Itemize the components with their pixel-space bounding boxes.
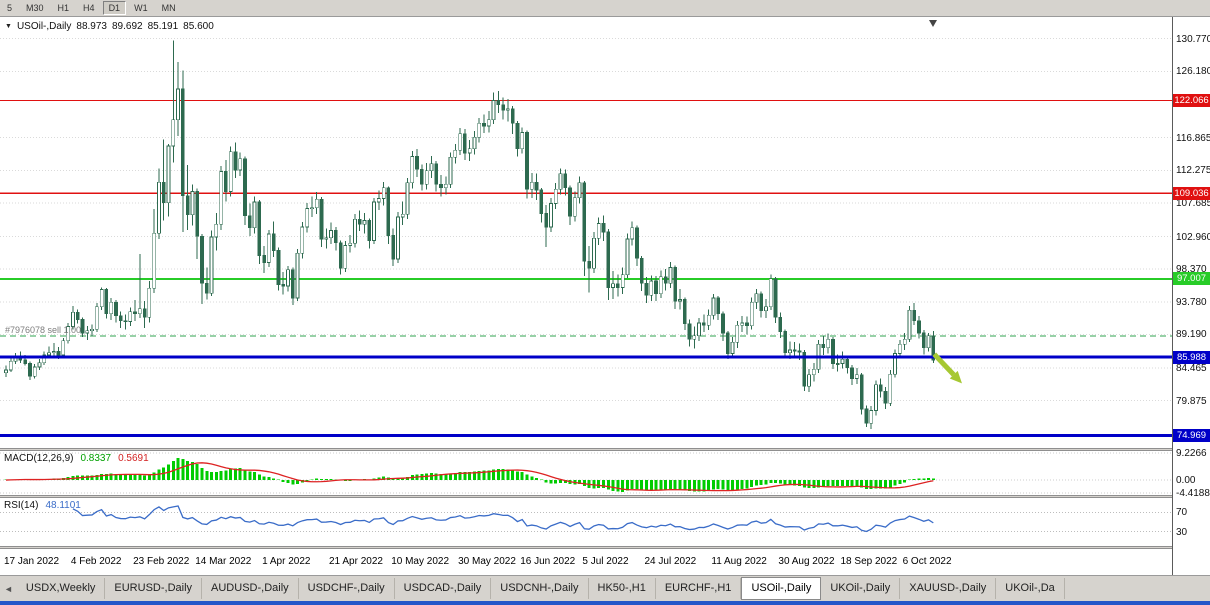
- price-tick-label: 107.685: [1176, 197, 1210, 209]
- chart-shift-marker: [929, 20, 937, 27]
- date-label: 30 May 2022: [458, 556, 516, 567]
- price-badge: 97.007: [1173, 272, 1210, 286]
- tab-eurchf-h1[interactable]: EURCHF-,H1: [656, 578, 742, 599]
- macd-signal-line: [5, 462, 934, 492]
- timeframe-button-h4[interactable]: H4: [83, 3, 95, 13]
- price-badge: 74.969: [1173, 429, 1210, 443]
- trend-arrow: [932, 352, 962, 384]
- grid-lines: [0, 38, 1172, 402]
- tab-ukoil-da[interactable]: UKOil-,Da: [996, 578, 1065, 599]
- chart-dropdown-icon[interactable]: ▼: [5, 23, 12, 30]
- date-label: 24 Jul 2022: [644, 556, 697, 567]
- date-label: 23 Feb 2022: [133, 556, 190, 567]
- rsi-title: RSI(14): [4, 500, 39, 511]
- rsi-value: 48.1101: [45, 500, 81, 511]
- chart-open-value: 88.973: [76, 21, 107, 32]
- macd-panel-canvas[interactable]: [0, 451, 1172, 495]
- open-position-label: #7976078 sell 1.00: [5, 325, 82, 335]
- price-tick-label: 112.275: [1176, 165, 1210, 177]
- chart-title: ▼ USOil-,Daily 88.973 89.692 85.191 85.6…: [5, 21, 214, 32]
- chart-symbol-label: USOil-,Daily: [16, 21, 72, 32]
- tab-usdx-weekly[interactable]: USDX,Weekly: [17, 578, 106, 599]
- macd-axis-label: 0.00: [1176, 475, 1196, 486]
- date-label: 14 Mar 2022: [195, 556, 252, 567]
- tab-audusd-daily[interactable]: AUDUSD-,Daily: [202, 578, 299, 599]
- price-tick-label: 126.180: [1176, 66, 1210, 78]
- tab-usdchf-daily[interactable]: USDCHF-,Daily: [299, 578, 395, 599]
- timeframe-button-h1[interactable]: H1: [57, 3, 70, 13]
- rsi-axis-label: 70: [1176, 507, 1188, 519]
- rsi-line: [72, 505, 934, 533]
- time-axis[interactable]: 17 Jan 2022 4 Feb 2022 23 Feb 2022 14 Mar 2…: [0, 549, 1172, 575]
- chart-low-value: 85.191: [147, 21, 179, 32]
- timeframe-button-w1[interactable]: W1: [134, 3, 148, 13]
- price-tick-label: 89.190: [1176, 329, 1207, 341]
- price-badge: 109.036: [1173, 186, 1210, 200]
- tab-usdcnh-daily[interactable]: USDCNH-,Daily: [491, 578, 589, 599]
- timeframe-toolbar: 5 M30 H1 H4 D1 W1 MN: [0, 0, 1210, 17]
- date-label: 16 Jun 2022: [520, 556, 576, 567]
- price-axis[interactable]: 130.770 126.180 116.865 112.275 107.685 102.9…: [1172, 17, 1210, 575]
- macd-signal-value: 0.5691: [118, 453, 149, 464]
- date-label: 18 Sep 2022: [840, 556, 898, 567]
- price-tick-label: 79.875: [1176, 395, 1207, 407]
- price-badge: 122.066: [1173, 94, 1210, 108]
- panel-separator[interactable]: [0, 495, 1210, 498]
- date-label: 11 Aug 2022: [711, 556, 767, 567]
- rsi-panel-canvas[interactable]: [0, 498, 1172, 546]
- date-label: 5 Jul 2022: [582, 556, 629, 567]
- macd-value: 0.8337: [80, 453, 112, 464]
- price-tick-label: 116.865: [1176, 132, 1210, 144]
- candles-layer: [4, 40, 936, 429]
- price-badge: 85.988: [1173, 350, 1210, 364]
- macd-histogram: [4, 457, 935, 492]
- price-tick-label: 84.465: [1176, 363, 1207, 374]
- tab-usdcad-daily[interactable]: USDCAD-,Daily: [395, 578, 492, 599]
- date-label: 17 Jan 2022: [4, 556, 60, 567]
- timeframe-button-d1[interactable]: D1: [102, 1, 127, 15]
- price-tick-label: 102.960: [1176, 231, 1210, 243]
- date-label: 4 Feb 2022: [70, 556, 122, 567]
- rsi-header: RSI(14) 48.1101: [4, 500, 81, 511]
- chart-close-value: 85.600: [183, 21, 214, 32]
- tab-eurusd-daily[interactable]: EURUSD-,Daily: [105, 578, 203, 599]
- date-label: 6 Oct 2022: [902, 556, 952, 567]
- macd-title: MACD(12,26,9): [4, 453, 74, 464]
- chart-tab-bar: ◄ USDX,Weekly EURUSD-,Daily AUDUSD-,Daily US…: [0, 575, 1210, 601]
- panel-separator: [0, 546, 1210, 549]
- tab-ukoil-daily[interactable]: UKOil-,Daily: [821, 578, 901, 599]
- date-label: 1 Apr 2022: [262, 556, 311, 567]
- window-bottom-edge: [0, 601, 1210, 605]
- chart-high-value: 89.692: [111, 21, 143, 32]
- date-label: 30 Aug 2022: [778, 556, 835, 567]
- timeframe-button-mn[interactable]: MN: [161, 3, 176, 13]
- tab-hk50-h1[interactable]: HK50-,H1: [589, 578, 656, 599]
- timeframe-button-5[interactable]: 5: [7, 3, 13, 13]
- tab-scroll-left-button[interactable]: ◄: [4, 583, 13, 594]
- rsi-axis-label: 30: [1176, 526, 1188, 538]
- timeframe-button-m30[interactable]: M30: [26, 3, 44, 13]
- macd-axis-label: -4.4188: [1176, 488, 1210, 499]
- date-label: 10 May 2022: [391, 556, 450, 567]
- horizontal-lines-over: [0, 355, 1172, 438]
- date-label: 21 Apr 2022: [329, 556, 383, 567]
- panel-separator[interactable]: [0, 448, 1210, 451]
- macd-header: MACD(12,26,9) 0.8337 0.5691: [4, 453, 149, 464]
- price-tick-label: 93.780: [1176, 296, 1207, 308]
- price-tick-label: 98.370: [1176, 264, 1207, 276]
- macd-axis-label: 9.2266: [1176, 448, 1207, 459]
- main-chart-canvas[interactable]: [0, 17, 1172, 448]
- tab-xauusd-daily[interactable]: XAUUSD-,Daily: [900, 578, 997, 599]
- price-tick-label: 130.770: [1176, 33, 1210, 45]
- tab-usoil-daily[interactable]: USOil-,Daily: [741, 577, 822, 600]
